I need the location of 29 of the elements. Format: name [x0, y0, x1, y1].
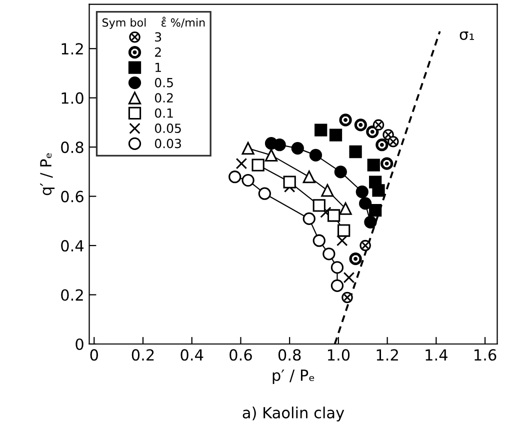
x-axis-title: p′ / Pₑ	[272, 370, 314, 384]
y-tick-label: 0	[76, 338, 84, 350]
legend-label: 2	[155, 47, 161, 57]
x-tick-label: 1.6	[474, 349, 496, 361]
legend-title: Sym bol ε̊ %/min	[102, 16, 205, 29]
x-tick-label: 1.4	[426, 349, 448, 360]
y-tick-label: 0.4	[61, 240, 84, 252]
y-tick-label: 1.0	[62, 92, 84, 104]
legend-label: 0.1	[154, 108, 173, 118]
legend-label: 3	[155, 32, 162, 42]
legend-label: 1	[156, 62, 161, 72]
legend-label: 0.05	[154, 124, 181, 134]
y-tick-label: 0.8	[61, 142, 84, 154]
y-axis-title: q′ / Pₑ	[40, 153, 55, 196]
x-tick-label: 1.2	[376, 349, 398, 360]
y-tick-label: 0.2	[61, 289, 83, 301]
y-tick-label: 0.6	[61, 190, 84, 202]
x-tick-label: 0.2	[132, 349, 154, 361]
x-tick-label: 0.8	[278, 349, 301, 361]
text: a) Kaolin clay	[242, 406, 344, 422]
x-tick-label: 0.4	[180, 349, 204, 361]
legend-label: 0.03	[154, 138, 181, 148]
x-tick-label: 1.0	[328, 349, 350, 361]
legend-label: 0.2	[154, 93, 173, 103]
y-tick-label: 1.2	[62, 43, 83, 54]
x-tick-label: 0	[90, 349, 98, 361]
legend-label: 0.5	[154, 78, 173, 88]
annotation: σ₁	[460, 31, 474, 40]
x-tick-label: 0.6	[230, 349, 252, 361]
